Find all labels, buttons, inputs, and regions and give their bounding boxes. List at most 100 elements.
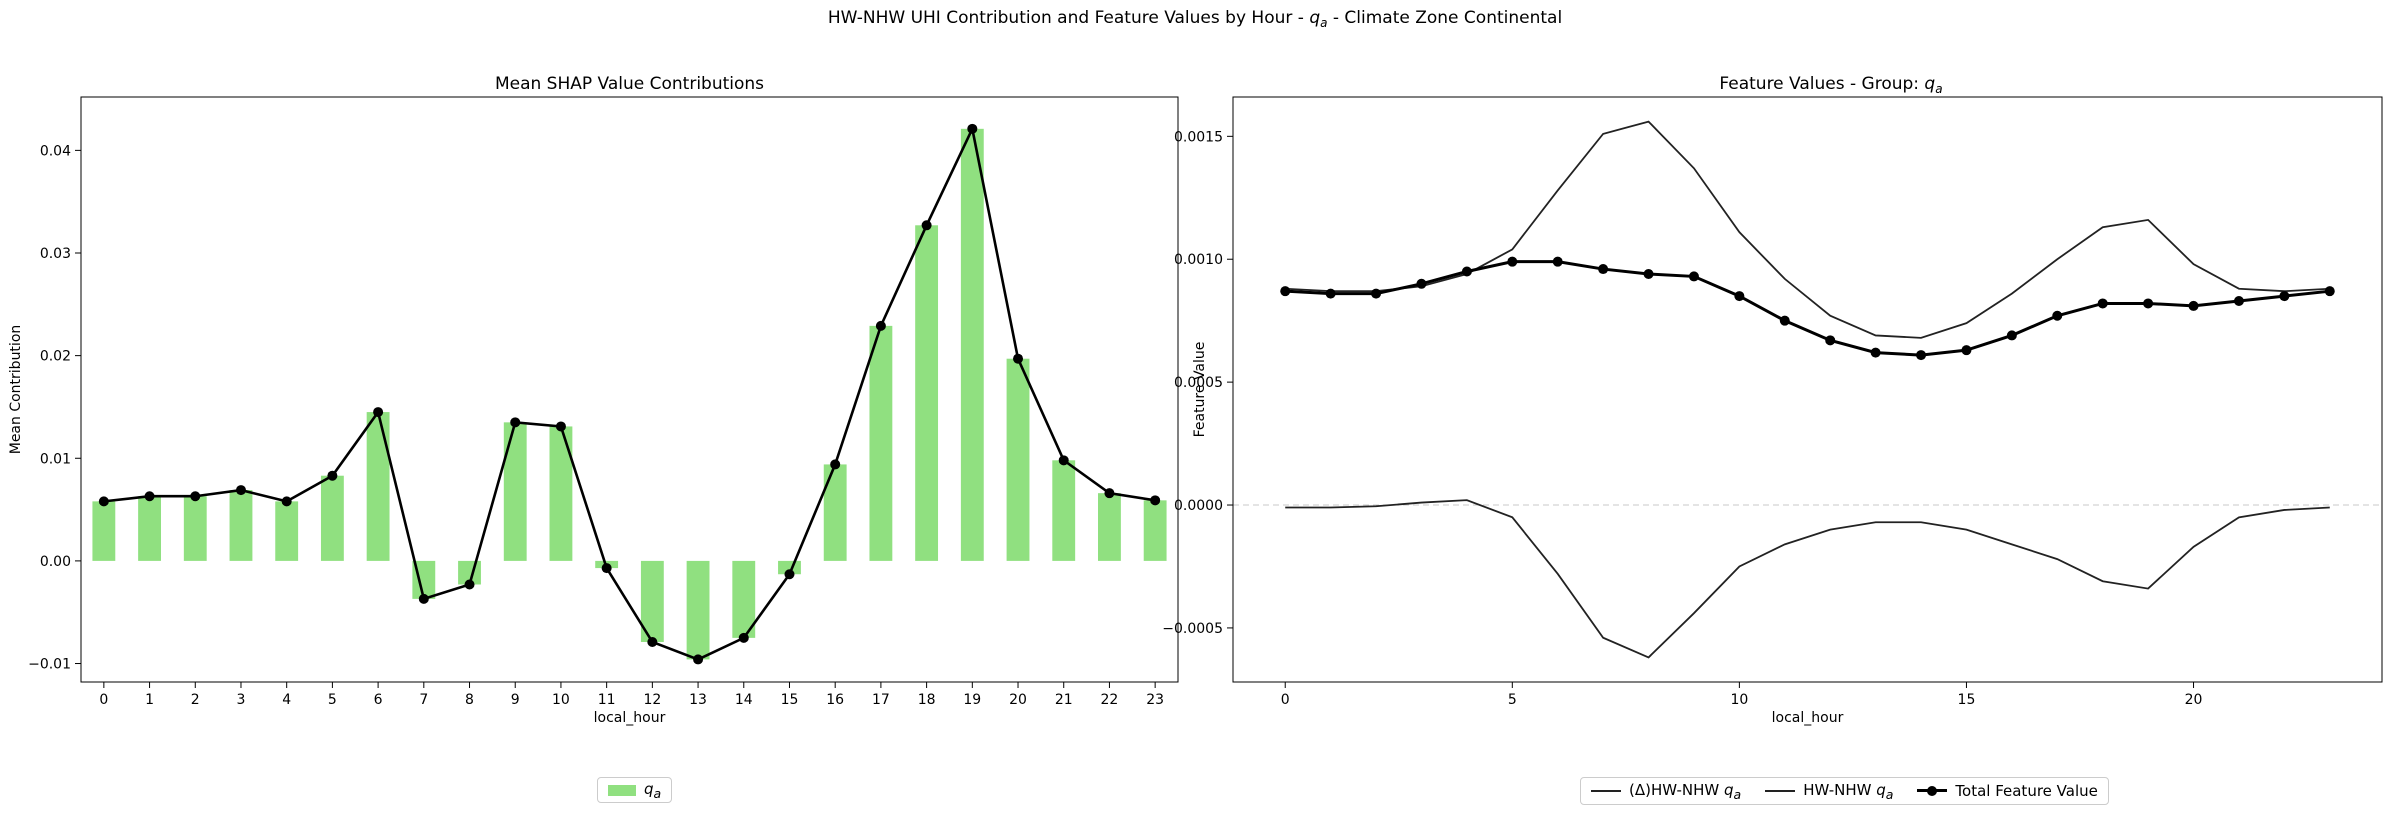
legend-swatch-delta — [1591, 784, 1621, 798]
shap-bar — [183, 496, 207, 561]
shap-point — [967, 123, 978, 134]
feature-value-line-chart: Feature Values - Group: qa −0.0005 0.0000… — [1162, 74, 2383, 726]
total-feature-point — [1916, 350, 1927, 361]
left-x-tick-label: 5 — [328, 692, 337, 708]
legend-item-delta: (Δ)HW-NHW qa — [1591, 781, 1741, 802]
shap-bar — [549, 426, 573, 561]
right-x-tick-label: 0 — [1281, 692, 1290, 708]
right-chart-title: Feature Values - Group: qa — [1719, 74, 1942, 96]
left-x-tick-label: 17 — [872, 692, 890, 708]
shap-point — [647, 636, 658, 647]
shap-bar — [915, 225, 939, 561]
legend-label-delta: (Δ)HW-NHW qa — [1629, 780, 1742, 802]
legend-label-qa: qa — [644, 779, 662, 801]
left-y-tick-label: −0.01 — [28, 657, 71, 673]
left-x-tick-label: 8 — [465, 692, 474, 708]
shap-bar — [778, 560, 801, 575]
shap-point — [190, 491, 201, 502]
legend-item-hw: HW-NHW qa — [1765, 781, 1893, 802]
total-feature-point — [1961, 345, 1972, 356]
shap-bar — [138, 496, 161, 561]
total-feature-point — [2097, 298, 2108, 309]
legend-item-total: Total Feature Value — [1917, 782, 2098, 800]
shap-point — [738, 632, 749, 643]
left-x-tick-label: 6 — [374, 692, 383, 708]
shap-point — [601, 563, 612, 574]
shap-point — [235, 485, 246, 496]
shap-point — [830, 459, 841, 470]
right-x-tick-label: 5 — [1508, 692, 1517, 708]
total-feature-value-line — [1285, 260, 2330, 357]
right-plot-frame — [1232, 96, 2383, 683]
total-feature-point — [2324, 286, 2335, 297]
shap-bar — [732, 560, 756, 638]
legend-swatch-hw — [1765, 784, 1796, 798]
left-y-tick-label: 0.03 — [40, 246, 71, 262]
total-feature-point — [1688, 271, 1699, 282]
left-y-tick-label: 0.02 — [40, 349, 71, 365]
delta-series-line — [1285, 499, 2330, 659]
total-feature-point — [1598, 264, 1609, 275]
shap-bar — [92, 501, 116, 561]
shap-bar — [1006, 358, 1030, 561]
shap-bar — [869, 325, 893, 561]
left-x-tick-label: 9 — [511, 692, 520, 708]
right-x-tick-label: 10 — [1730, 692, 1748, 708]
left-x-tick-label: 18 — [918, 692, 936, 708]
figure-suptitle: HW-NHW UHI Contribution and Feature Valu… — [828, 8, 1562, 30]
left-x-tick-label: 12 — [643, 692, 661, 708]
left-x-tick-label: 20 — [1009, 692, 1027, 708]
hw-nhw-series-line — [1285, 120, 2330, 339]
left-x-tick-label: 21 — [1055, 692, 1073, 708]
shap-point — [784, 569, 795, 580]
shap-point — [373, 407, 384, 418]
shap-point — [555, 421, 566, 432]
total-feature-point — [1552, 256, 1563, 267]
total-feature-point — [1325, 288, 1336, 299]
left-y-tick-label: 0.01 — [40, 451, 71, 467]
left-x-tick-label: 23 — [1146, 692, 1164, 708]
left-x-tick-label: 13 — [689, 692, 707, 708]
left-x-tick-label: 3 — [237, 692, 246, 708]
shap-point — [98, 496, 109, 507]
shap-point — [693, 654, 704, 665]
shap-bar — [640, 560, 664, 642]
left-legend: qa — [597, 777, 673, 803]
legend-swatch-total — [1917, 784, 1948, 798]
legend-item-qa-bar: qa — [608, 780, 661, 801]
shap-point — [921, 220, 932, 231]
shap-bar — [503, 422, 527, 561]
shap-point — [1150, 495, 1161, 506]
shap-bar-chart: Mean SHAP Value Contributions −0.01 0.00 0… — [8, 74, 1179, 726]
right-y-tick-label: 0.0015 — [1174, 129, 1223, 145]
shap-bar — [1052, 460, 1076, 561]
shap-point — [1058, 455, 1069, 466]
right-legend: (Δ)HW-NHW qa HW-NHW qa Total Feature Val… — [1580, 777, 2109, 805]
shap-point — [327, 470, 338, 481]
shap-bar — [960, 128, 984, 561]
shap-point — [464, 579, 475, 590]
right-x-axis-label: local_hour — [1772, 710, 1844, 726]
total-feature-point — [1779, 315, 1790, 326]
left-x-tick-label: 19 — [963, 692, 981, 708]
shap-bar — [1143, 500, 1167, 561]
total-feature-point — [1461, 266, 1472, 277]
left-x-tick-label: 0 — [99, 692, 108, 708]
total-feature-point — [1734, 291, 1745, 302]
total-feature-point — [2006, 330, 2017, 341]
total-feature-point — [1507, 256, 1518, 267]
left-y-axis-label: Mean Contribution — [8, 325, 24, 455]
left-x-tick-label: 4 — [282, 692, 291, 708]
total-feature-point — [1371, 288, 1382, 299]
legend-label-hw: HW-NHW qa — [1803, 780, 1894, 802]
legend-label-total: Total Feature Value — [1955, 782, 2098, 800]
left-x-tick-label: 11 — [598, 692, 616, 708]
legend-swatch-bar — [608, 784, 636, 796]
total-feature-point — [1870, 347, 1881, 358]
total-feature-point — [1825, 335, 1836, 346]
total-feature-point — [2188, 300, 2199, 311]
left-x-tick-label: 7 — [419, 692, 428, 708]
shap-point — [875, 320, 886, 331]
total-feature-point — [1643, 268, 1654, 279]
shap-point — [418, 593, 429, 604]
